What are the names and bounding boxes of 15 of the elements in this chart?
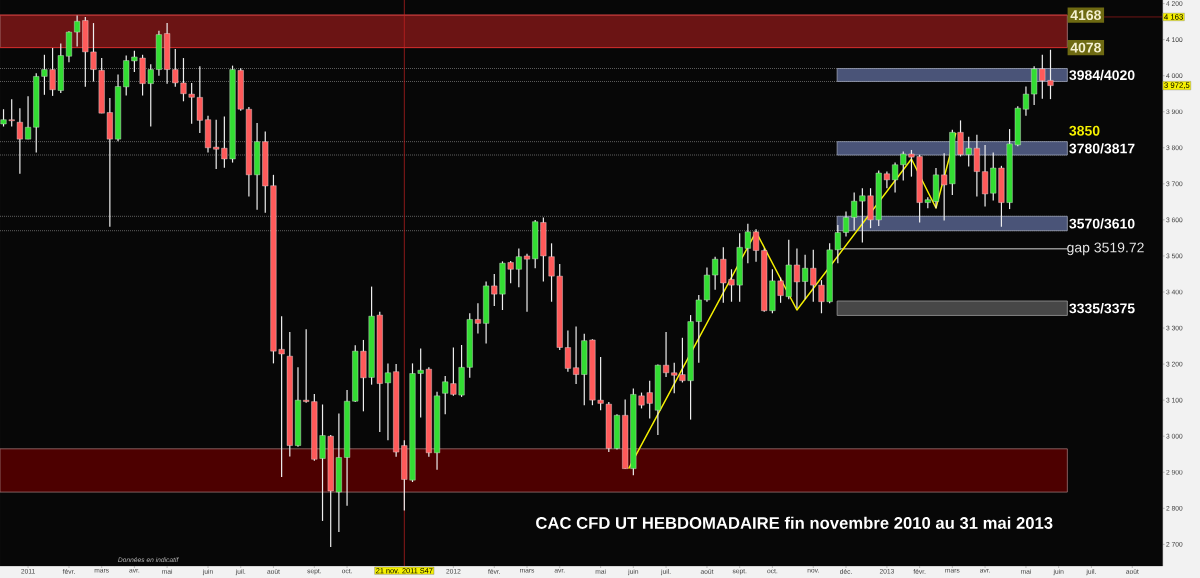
band-label: 3335/3375: [1069, 303, 1135, 314]
candlestick: [753, 228, 760, 263]
annotation: 3850: [1069, 125, 1100, 136]
band-label: 3570/3610: [1069, 218, 1135, 229]
candlestick: [1022, 85, 1029, 117]
candlestick: [16, 107, 23, 175]
candlestick: [843, 211, 850, 238]
band-label: 3780/3817: [1069, 143, 1135, 154]
ref-line-label: 4078: [1070, 42, 1101, 53]
text: CAC CFD UT HEBDOMADAIRE fin novembre 2010 au 31 mai 2013: [536, 516, 1053, 529]
candlestick: [524, 253, 531, 313]
candlestick: [384, 362, 391, 441]
ref-line-label: 4168: [1070, 10, 1101, 21]
ref-line-label: gap 3519.72: [1067, 242, 1144, 256]
band-label: 3984/4020: [1069, 69, 1135, 81]
